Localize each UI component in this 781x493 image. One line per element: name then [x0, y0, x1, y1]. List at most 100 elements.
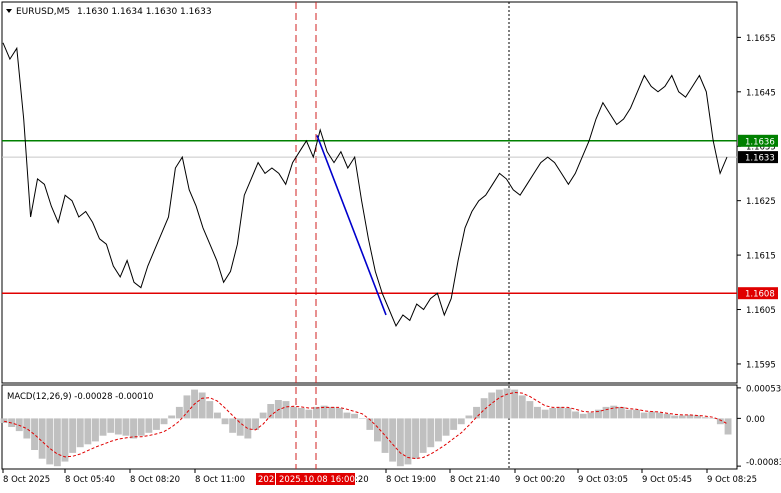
- macd-bar: [457, 418, 465, 425]
- session-end-tag: [276, 473, 355, 485]
- macd-bar: [99, 418, 107, 436]
- macd-bar: [31, 418, 38, 450]
- macd-bar: [716, 418, 724, 425]
- macd-bar: [701, 417, 709, 419]
- time-tick-label: 8 Oct 11:00: [195, 475, 245, 485]
- macd-tick-label: -0.00083: [746, 458, 781, 468]
- macd-bar: [84, 418, 92, 445]
- macd-bar: [579, 413, 587, 419]
- macd-tick-label: 0.00: [746, 415, 765, 425]
- macd-bar: [625, 409, 633, 419]
- price-tick-label: 1.1605: [746, 306, 776, 316]
- price-tick-label: 1.1615: [746, 252, 776, 262]
- time-tick-label: 8 Oct 21:40: [450, 475, 500, 485]
- price-tags: 1.1636 1.1608 1.1633: [738, 134, 778, 300]
- current-price-tag: [738, 151, 778, 164]
- macd-bar: [358, 418, 366, 419]
- session-end-tag-label: 2025.10.08 16:00: [279, 475, 355, 485]
- time-tick-label: 8 Oct 08:20: [130, 475, 180, 485]
- macd-bar: [389, 418, 397, 462]
- macd-bar: [343, 412, 351, 419]
- symbol-label: EURUSD,M5: [16, 7, 70, 17]
- time-tick-label-fragment: :20: [355, 475, 369, 485]
- macd-bar: [305, 409, 313, 419]
- horizontal-levels: [2, 140, 737, 294]
- macd-bar: [69, 418, 77, 453]
- price-level-tag-label: 1.1608: [745, 290, 775, 300]
- price-tick-label: 1.1645: [746, 88, 776, 98]
- macd-bar: [252, 418, 259, 430]
- macd-bar: [15, 418, 23, 432]
- macd-bar: [572, 411, 579, 419]
- macd-bar: [282, 401, 290, 419]
- macd-bar: [564, 408, 572, 419]
- macd-bar: [450, 418, 458, 430]
- macd-bar: [396, 418, 404, 467]
- macd-bar: [236, 418, 244, 436]
- collapse-triangle-icon[interactable]: [6, 9, 12, 13]
- macd-bar: [511, 389, 519, 419]
- macd-bar: [678, 415, 686, 419]
- macd-bar: [351, 413, 358, 419]
- macd-bar: [686, 414, 694, 419]
- macd-bar: [328, 406, 336, 419]
- macd-bar: [412, 418, 419, 459]
- macd-bar: [313, 406, 320, 419]
- macd-panel-frame: [1, 384, 738, 470]
- macd-bar: [259, 412, 267, 419]
- price-tick-label: 1.1625: [746, 197, 776, 207]
- macd-tick-label: 0.00053: [746, 384, 781, 394]
- macd-bar: [617, 406, 625, 419]
- macd-bar: [381, 418, 389, 453]
- macd-bar: [556, 406, 564, 419]
- macd-bar: [633, 409, 640, 419]
- macd-bar: [214, 412, 221, 419]
- macd-signal-line: [3, 391, 729, 460]
- macd-bar: [122, 418, 130, 436]
- macd-bar: [648, 411, 656, 419]
- macd-bar: [526, 401, 534, 419]
- macd-bar: [244, 418, 252, 439]
- trendline[interactable]: [316, 135, 387, 316]
- macd-bar: [130, 418, 137, 439]
- macd-bar: [145, 418, 153, 433]
- macd-bar: [61, 418, 69, 462]
- price-series: [2, 42, 728, 327]
- macd-bar: [23, 418, 31, 439]
- macd-bar: [0, 418, 8, 423]
- macd-bar: [427, 418, 435, 448]
- macd-bar: [602, 406, 610, 419]
- price-line: [2, 42, 728, 327]
- macd-bar: [46, 418, 54, 465]
- macd-bar: [595, 409, 602, 419]
- macd-bar: [267, 404, 275, 419]
- price-tick-label: 1.1595: [746, 360, 776, 370]
- macd-bar: [473, 406, 480, 419]
- macd-signal-polyline: [3, 391, 729, 460]
- macd-bar: [663, 413, 671, 419]
- price-axis: 1.1655 1.1645 1.1635 1.1625 1.1615 1.1605 1.15…: [737, 34, 776, 370]
- macd-bar: [38, 418, 46, 459]
- macd-bar: [183, 395, 191, 419]
- macd-bar: [419, 418, 427, 453]
- macd-bar: [724, 418, 732, 435]
- time-tick-label: 8 Oct 19:00: [386, 475, 436, 485]
- macd-bar: [656, 412, 663, 419]
- macd-bar: [153, 418, 160, 430]
- macd-bar: [107, 418, 115, 433]
- macd-bar: [206, 401, 214, 419]
- macd-bar: [320, 405, 328, 419]
- time-tick-label: 8 Oct 2025: [3, 475, 50, 485]
- current-price-tag-label: 1.1633: [745, 154, 775, 164]
- macd-bar: [610, 405, 618, 419]
- session-start-tag: [256, 473, 275, 485]
- price-level-tag: [738, 134, 778, 147]
- macd-bar: [671, 415, 679, 419]
- price-level-tag: [738, 287, 778, 300]
- macd-bar: [503, 388, 511, 419]
- macd-bar: [709, 418, 717, 419]
- macd-bar: [541, 409, 549, 419]
- macd-bar: [495, 389, 503, 419]
- macd-bar: [518, 395, 526, 419]
